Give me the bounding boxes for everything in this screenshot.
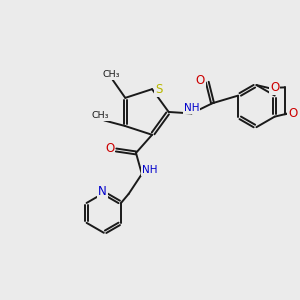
Text: NH: NH	[184, 103, 200, 113]
Text: S: S	[155, 83, 162, 96]
Text: N: N	[98, 185, 107, 198]
Text: CH₃: CH₃	[92, 111, 109, 120]
Text: O: O	[288, 107, 297, 120]
Text: CH₃: CH₃	[103, 70, 120, 79]
Text: O: O	[105, 142, 114, 155]
Text: O: O	[195, 74, 205, 87]
Text: O: O	[270, 82, 279, 94]
Text: NH: NH	[142, 166, 158, 176]
